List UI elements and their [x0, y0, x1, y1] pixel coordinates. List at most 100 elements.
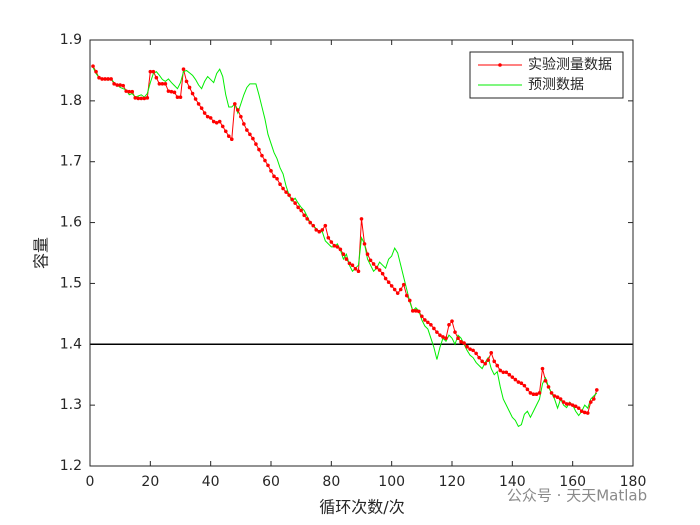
data-point: [465, 344, 469, 349]
data-point: [196, 102, 201, 106]
data-point: [124, 89, 128, 93]
data-point: [404, 293, 409, 298]
data-point: [199, 106, 204, 110]
data-point: [121, 83, 125, 88]
legend-box: [469, 51, 624, 99]
data-point: [269, 169, 273, 173]
data-point: [302, 213, 306, 218]
data-point: [456, 336, 460, 341]
data-point: [226, 134, 231, 138]
x-tick-label: 180: [620, 474, 647, 490]
data-point: [296, 205, 300, 210]
data-point: [377, 268, 382, 272]
data-point: [513, 377, 518, 382]
data-point: [420, 314, 424, 319]
data-point: [284, 190, 288, 194]
data-point: [435, 330, 439, 334]
data-point: [483, 361, 487, 366]
data-point: [245, 128, 249, 132]
data-point: [308, 220, 313, 225]
data-point: [567, 402, 572, 406]
data-point: [395, 291, 400, 295]
data-point: [474, 351, 478, 356]
data-point: [103, 77, 107, 81]
y-tick-label: 1.7: [60, 154, 82, 170]
data-point: [555, 395, 560, 400]
data-point: [157, 82, 162, 86]
data-point: [347, 261, 352, 266]
data-point: [266, 163, 270, 168]
data-point: [151, 69, 156, 74]
y-tick-label: 1.8: [60, 93, 82, 109]
y-tick-label: 1.6: [60, 215, 82, 231]
watermark: 公众号 · 天天Matlab: [507, 487, 647, 505]
data-point: [193, 97, 198, 101]
data-point: [217, 119, 222, 124]
data-point: [190, 91, 195, 96]
data-point: [477, 355, 481, 360]
data-point: [459, 340, 463, 344]
data-point: [423, 318, 427, 322]
data-point: [233, 102, 237, 106]
x-tick-label: 100: [378, 474, 405, 490]
data-point: [211, 119, 216, 124]
data-point: [299, 208, 303, 213]
data-point: [438, 333, 442, 337]
data-point: [576, 406, 581, 410]
data-point: [380, 271, 385, 276]
data-point: [220, 124, 225, 129]
data-point: [281, 186, 285, 191]
data-point: [287, 193, 291, 197]
data-point: [582, 410, 587, 415]
data-point: [341, 252, 346, 257]
data-point: [344, 257, 349, 261]
plot-frame: [89, 39, 634, 467]
data-point: [579, 409, 584, 414]
data-point: [100, 77, 104, 81]
data-point: [208, 116, 213, 120]
y-tick-label: 1.4: [60, 336, 82, 352]
x-tick-label: 20: [141, 474, 159, 490]
data-point: [305, 217, 310, 221]
data-point: [184, 79, 189, 84]
data-point: [374, 265, 379, 270]
x-tick-label: 0: [86, 474, 95, 490]
data-point: [368, 258, 373, 263]
data-point: [338, 247, 343, 252]
data-point: [163, 82, 168, 86]
data-point: [561, 400, 566, 404]
data-point: [489, 351, 494, 355]
data-point: [154, 75, 159, 80]
x-axis-label: 循环次数/次: [319, 498, 404, 517]
data-point: [537, 391, 542, 395]
data-point: [353, 267, 358, 271]
data-point: [202, 111, 207, 115]
data-point: [145, 96, 150, 100]
data-point: [317, 229, 322, 234]
data-point: [432, 326, 436, 331]
data-point: [293, 201, 297, 205]
data-point: [546, 385, 551, 389]
data-point: [332, 243, 337, 248]
data-point: [335, 245, 340, 249]
data-point: [531, 392, 536, 396]
data-point: [311, 223, 316, 228]
data-point: [91, 64, 95, 68]
data-point: [522, 383, 527, 388]
data-point: [248, 132, 252, 137]
x-tick-label: 120: [439, 474, 466, 490]
data-point: [112, 82, 116, 86]
data-point: [320, 228, 325, 232]
data-point: [486, 358, 491, 362]
data-point: [591, 397, 596, 401]
data-point: [127, 89, 132, 94]
data-point: [172, 90, 177, 95]
data-point: [214, 120, 219, 125]
data-point: [166, 89, 171, 93]
data-point: [504, 370, 509, 375]
data-point: [175, 95, 180, 100]
data-point: [251, 136, 255, 141]
data-point: [525, 387, 530, 392]
data-point: [450, 319, 454, 323]
